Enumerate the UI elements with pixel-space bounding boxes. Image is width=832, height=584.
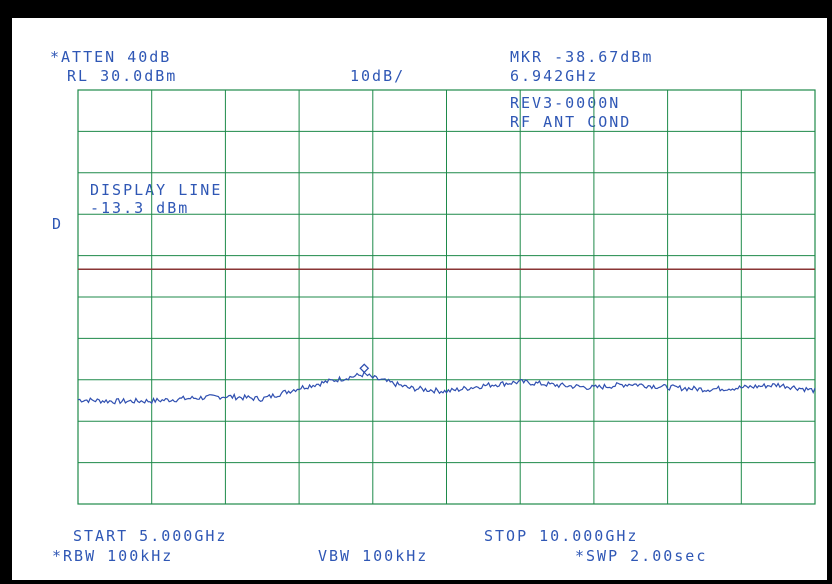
marker-diamond <box>360 364 368 372</box>
marker-point <box>360 364 368 372</box>
graticule <box>78 90 815 504</box>
